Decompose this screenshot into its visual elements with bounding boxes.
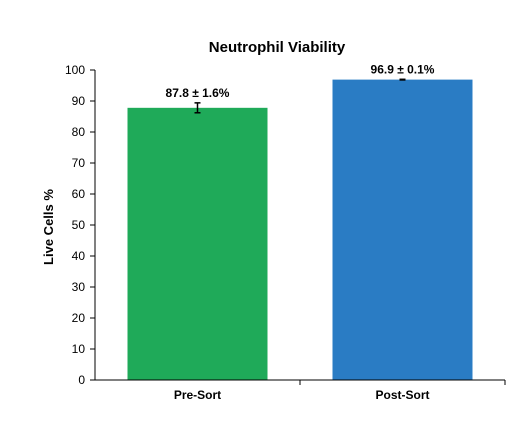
data-labels: 87.8 ± 1.6% 96.9 ± 0.1% xyxy=(166,62,435,100)
chart-title: Neutrophil Viability xyxy=(209,39,346,56)
y-axis: 0 10 20 30 40 50 60 70 80 90 100 xyxy=(65,63,95,387)
y-tick-label-5: 50 xyxy=(72,218,86,232)
y-tick-label-2: 20 xyxy=(72,311,86,325)
data-label-pre-sort: 87.8 ± 1.6% xyxy=(166,86,230,100)
x-tick-label-pre-sort: Pre-Sort xyxy=(174,388,221,402)
y-tick-label-9: 90 xyxy=(72,94,86,108)
x-tick-label-post-sort: Post-Sort xyxy=(376,388,430,402)
y-tick-label-1: 10 xyxy=(72,342,86,356)
y-tick-label-0: 0 xyxy=(78,373,85,387)
x-axis: Pre-Sort Post-Sort xyxy=(174,380,506,402)
y-tick-label-6: 60 xyxy=(72,187,86,201)
y-tick-label-10: 100 xyxy=(65,63,85,77)
bar-pre-sort xyxy=(127,107,268,380)
y-tick-label-4: 40 xyxy=(72,249,86,263)
bars xyxy=(127,79,473,381)
error-bars xyxy=(194,78,406,114)
y-axis-title: Live Cells % xyxy=(41,189,56,265)
data-label-post-sort: 96.9 ± 0.1% xyxy=(371,62,435,76)
y-tick-label-8: 80 xyxy=(72,125,86,139)
bar-post-sort xyxy=(332,79,473,381)
y-tick-label-3: 30 xyxy=(72,280,86,294)
y-tick-label-7: 70 xyxy=(72,156,86,170)
